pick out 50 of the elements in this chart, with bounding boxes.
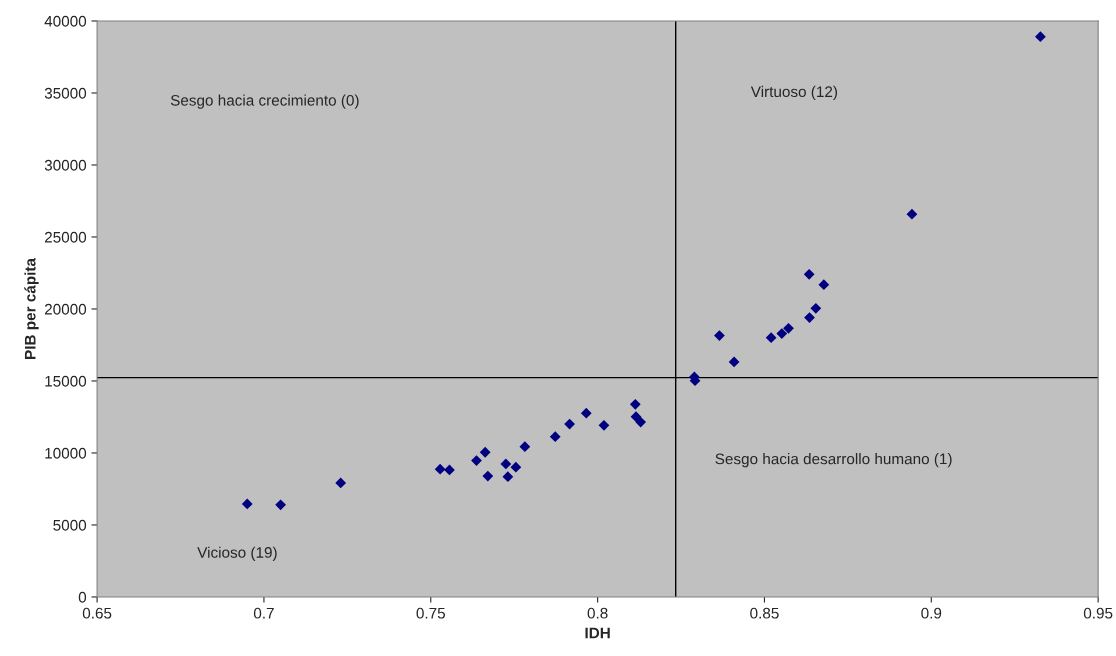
point bbox=[479, 446, 491, 458]
point bbox=[241, 498, 253, 510]
point bbox=[502, 471, 514, 483]
point bbox=[804, 312, 815, 323]
point bbox=[783, 322, 794, 334]
point bbox=[1035, 31, 1046, 43]
y-tick-label: 5000 bbox=[53, 519, 87, 531]
y-tick-label: 15000 bbox=[45, 375, 87, 387]
y-tick-label: 30000 bbox=[44, 159, 87, 171]
point bbox=[810, 302, 822, 314]
point bbox=[598, 419, 610, 431]
point bbox=[519, 441, 531, 453]
x-tick-label: 0.75 bbox=[416, 607, 445, 619]
point bbox=[803, 268, 815, 280]
point bbox=[549, 431, 561, 443]
x-tick-label: 0.95 bbox=[1083, 607, 1113, 619]
point bbox=[629, 398, 641, 410]
y-tick-label: 35000 bbox=[44, 87, 87, 99]
annotation: Sesgo hacia desarrollo humano (1) bbox=[715, 453, 952, 468]
x-tick-label: 0.7 bbox=[253, 607, 274, 619]
x-tick-label: 0.85 bbox=[750, 607, 779, 619]
y-tick-label: 10000 bbox=[45, 447, 87, 459]
point bbox=[510, 461, 522, 473]
point bbox=[434, 463, 446, 475]
point bbox=[335, 477, 347, 489]
point bbox=[714, 330, 725, 341]
x-tick-label: 0.65 bbox=[82, 607, 112, 619]
x-axis-title: IDH bbox=[585, 627, 610, 639]
point bbox=[275, 499, 286, 511]
annotation: Sesgo hacia crecimiento (0) bbox=[170, 94, 359, 109]
point bbox=[635, 416, 647, 428]
point bbox=[776, 328, 788, 339]
y-axis-title: PIB per cápita bbox=[24, 257, 39, 359]
annotation: Vicioso (19) bbox=[197, 546, 277, 561]
x-tick-label: 0.9 bbox=[921, 607, 942, 619]
point bbox=[765, 332, 777, 344]
y-tick-label: 20000 bbox=[44, 303, 87, 315]
point bbox=[818, 279, 830, 291]
point bbox=[728, 356, 740, 368]
y-tick-label: 40000 bbox=[44, 15, 87, 27]
x-tick-label: 0.8 bbox=[587, 607, 608, 619]
point bbox=[630, 411, 642, 423]
point bbox=[482, 470, 494, 482]
point bbox=[580, 407, 592, 419]
y-tick-label: 25000 bbox=[44, 231, 87, 243]
point bbox=[471, 455, 482, 466]
y-tick-label: 0 bbox=[78, 591, 87, 603]
annotation: Virtuoso (12) bbox=[750, 85, 838, 101]
point bbox=[500, 458, 512, 470]
point bbox=[906, 208, 918, 220]
